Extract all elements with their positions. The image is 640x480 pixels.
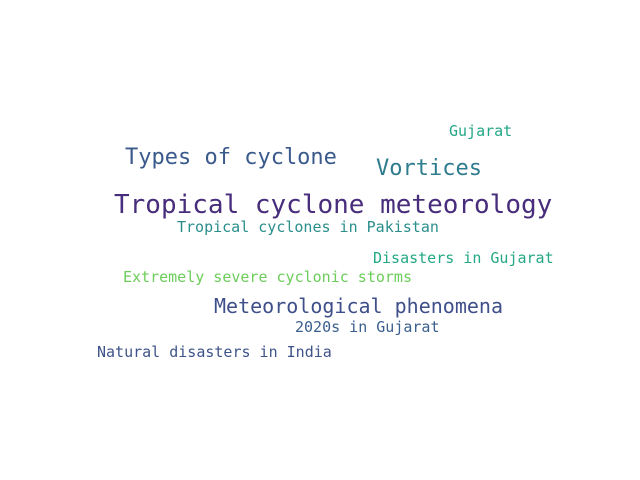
word-tropical-cyclones-in-pakistan: Tropical cyclones in Pakistan — [177, 218, 439, 236]
word-2020s-in-gujarat: 2020s in Gujarat — [295, 318, 440, 336]
word-disasters-in-gujarat: Disasters in Gujarat — [373, 249, 554, 267]
word-natural-disasters-in-india: Natural disasters in India — [97, 343, 332, 361]
word-tropical-cyclone-meteorology: Tropical cyclone meteorology — [114, 190, 553, 220]
word-extremely-severe-cyclonic-storms: Extremely severe cyclonic storms — [123, 268, 412, 286]
word-vortices: Vortices — [376, 156, 482, 181]
word-types-of-cyclone: Types of cyclone — [125, 145, 337, 170]
word-gujarat: Gujarat — [449, 122, 513, 140]
word-meteorological-phenomena: Meteorological phenomena — [214, 294, 503, 318]
